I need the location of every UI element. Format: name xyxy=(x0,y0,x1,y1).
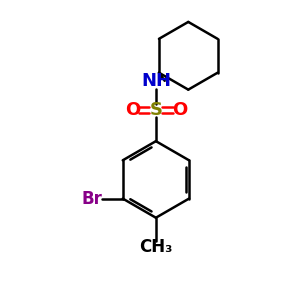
Text: O: O xyxy=(172,101,187,119)
Text: CH₃: CH₃ xyxy=(139,238,172,256)
Text: S: S xyxy=(149,101,162,119)
Text: O: O xyxy=(125,101,140,119)
Text: NH: NH xyxy=(141,72,171,90)
Text: Br: Br xyxy=(81,190,102,208)
